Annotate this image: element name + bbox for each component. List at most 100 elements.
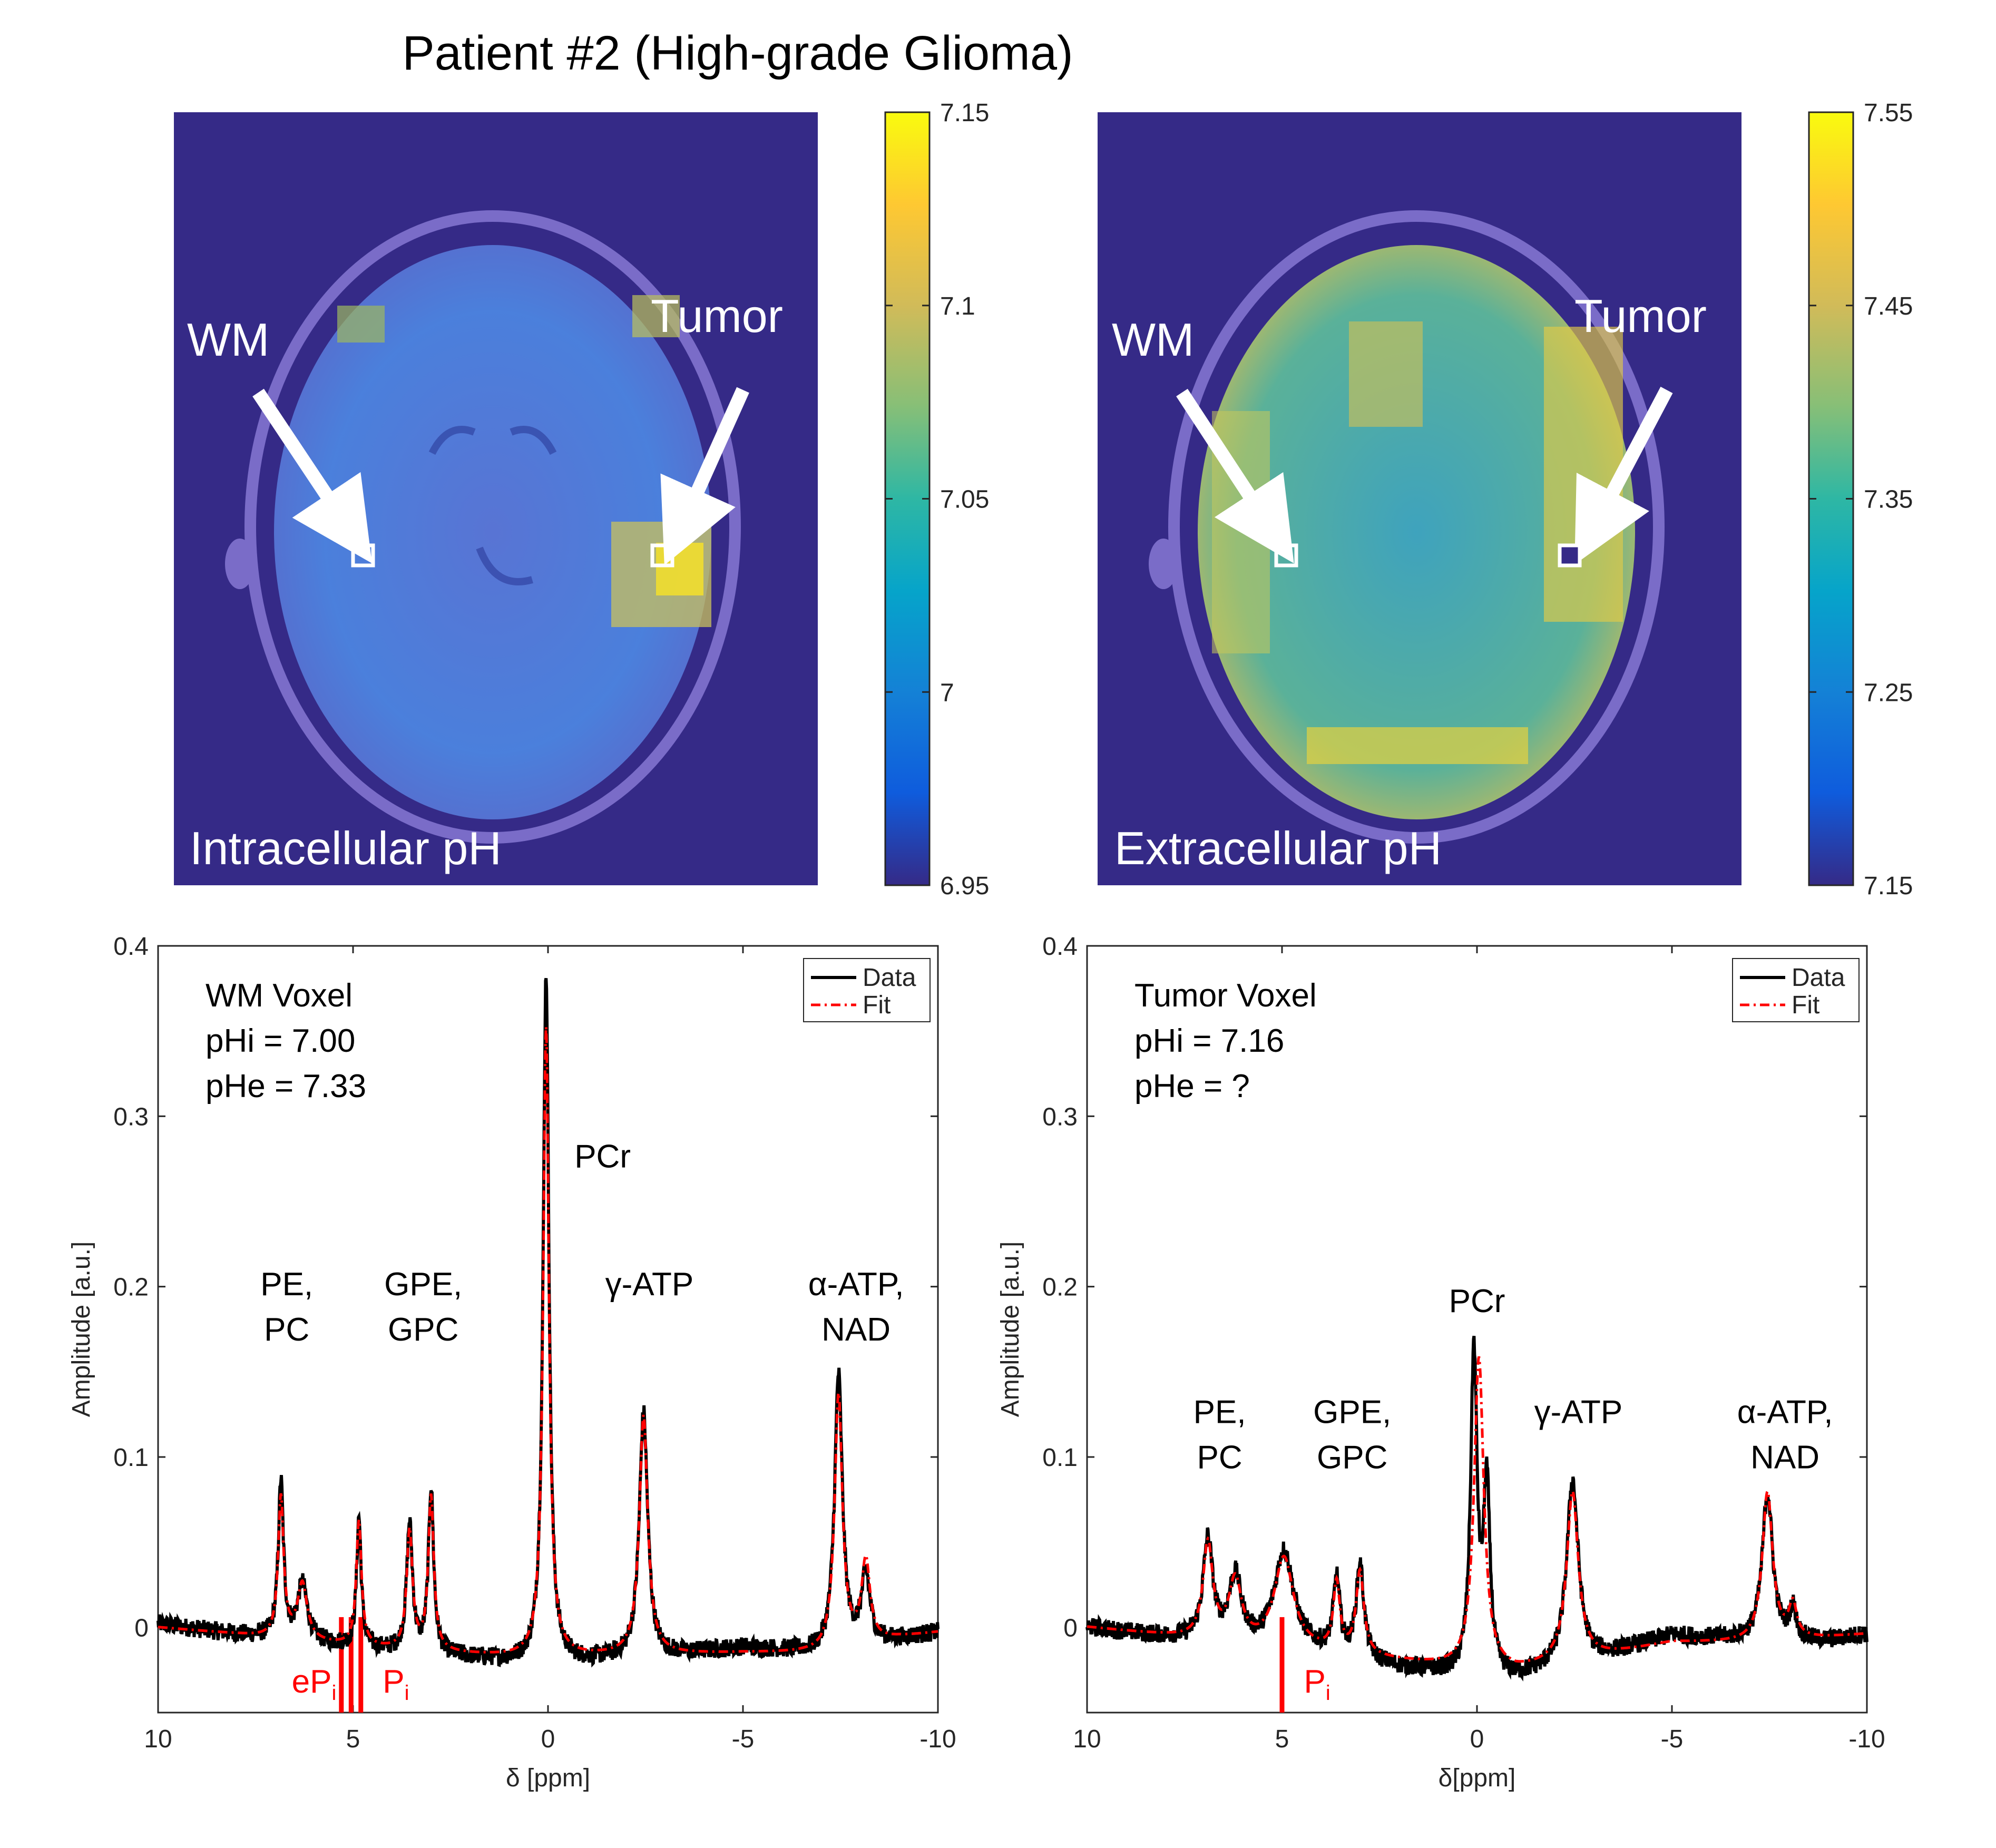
overlay-patch-frontal <box>1349 321 1423 427</box>
marker-label: ePi <box>292 1664 337 1705</box>
y-tick-label: 0.4 <box>1042 933 1078 961</box>
voxel-info-line: pHe = 7.33 <box>206 1068 366 1104</box>
colorbar-tick-label: 7.15 <box>940 99 989 127</box>
peak-label: GPC <box>1317 1439 1387 1475</box>
voxel-info-line: pHe = ? <box>1134 1068 1250 1104</box>
y-tick-label: 0.1 <box>113 1444 149 1472</box>
peak-label: PE, <box>260 1266 313 1303</box>
colorbar-tick-label: 7.1 <box>940 292 975 320</box>
wm-spectrum-plot: 10 5 0 -5 -10 0.4 0.3 0.2 0.1 0 δ [ppm] Amplitude [… <box>67 933 956 1792</box>
figure-title: Patient #2 (High-grade Glioma) <box>402 26 1073 80</box>
overlay-patch-right-rim <box>1544 327 1623 622</box>
map-label: Extracellular pH <box>1114 822 1442 874</box>
x-tick-label: -5 <box>1661 1725 1684 1753</box>
peak-label: GPE, <box>1313 1394 1391 1430</box>
ph-overlay <box>1198 245 1635 819</box>
tumor-voxel-box <box>650 543 674 568</box>
y-tick-label: 0 <box>1063 1614 1078 1642</box>
peak-label: γ-ATP <box>605 1266 694 1303</box>
legend-fit-label: Fit <box>1792 991 1819 1019</box>
x-tick-label: 10 <box>1073 1725 1101 1753</box>
peak-label: NAD <box>1750 1439 1819 1475</box>
series-fit-line <box>158 1026 938 1654</box>
voxel-info-line: pHi = 7.16 <box>1134 1023 1284 1059</box>
x-tick-label: 0 <box>541 1725 555 1753</box>
legend-data-label: Data <box>863 964 916 992</box>
x-tick-label: -10 <box>1848 1725 1885 1753</box>
ph-overlay <box>274 245 711 819</box>
left-colorbar: 7.15 7.1 7.05 7 6.95 <box>884 99 989 900</box>
right-colorbar: 7.55 7.45 7.35 7.25 7.15 <box>1808 99 1913 900</box>
legend-fit-label: Fit <box>863 991 891 1019</box>
y-tick-label: 0 <box>134 1614 149 1642</box>
ventricles-outline <box>428 426 557 585</box>
y-tick-label: 0.2 <box>113 1274 149 1302</box>
map-label: Intracellular pH <box>190 822 502 874</box>
peak-label: PC <box>264 1312 309 1348</box>
extracellular-ph-map: Extracellular pH WM Tumor <box>1098 112 1741 885</box>
colorbar-tick-label: 7.35 <box>1864 486 1913 514</box>
y-tick-label: 0.2 <box>1042 1274 1078 1302</box>
tumor-spectrum-plot: 10 5 0 -5 -10 0.4 0.3 0.2 0.1 0 δ[ppm] Amplitude [a… <box>996 933 1885 1792</box>
y-tick-label: 0.1 <box>1042 1444 1078 1472</box>
series-data-line <box>156 977 940 1668</box>
x-tick-label: -10 <box>919 1725 956 1753</box>
wm-label: WM <box>187 314 269 366</box>
x-axis-label: δ [ppm] <box>506 1764 590 1792</box>
overlay-patch-tumor-hot <box>656 543 703 595</box>
y-axis-label: Amplitude [a.u.] <box>67 1241 95 1417</box>
x-tick-label: 5 <box>346 1725 360 1753</box>
tumor-arrow <box>1574 386 1673 565</box>
overlay-patch-frontal-right <box>632 295 680 337</box>
tumor-arrow <box>660 387 749 565</box>
overlay-patch-bottom-rim <box>1307 727 1528 764</box>
colorbar-tick-label: 7.45 <box>1864 292 1913 320</box>
tumor-label: Tumor <box>1574 290 1707 342</box>
x-tick-label: -5 <box>732 1725 755 1753</box>
peak-label: α-ATP, <box>1737 1394 1833 1430</box>
voxel-info-line: pHi = 7.00 <box>206 1023 355 1059</box>
series-data-line <box>1085 1335 1868 1681</box>
legend-box <box>1732 958 1860 1022</box>
colorbar-tick-label: 6.95 <box>940 872 989 900</box>
y-tick-label: 0.3 <box>1042 1103 1078 1131</box>
y-axis-label: Amplitude [a.u.] <box>996 1241 1024 1417</box>
peak-label: γ-ATP <box>1534 1394 1623 1430</box>
overlay-patch-frontal <box>337 306 385 343</box>
colorbar-tick-label: 7.25 <box>1864 679 1913 707</box>
legend-data-label: Data <box>1792 964 1845 992</box>
wm-voxel-box <box>1274 543 1298 568</box>
colorbar-tick-label: 7 <box>940 679 954 707</box>
peak-label: GPC <box>388 1312 458 1348</box>
voxel-info-line: Tumor Voxel <box>1134 977 1317 1014</box>
tumor-label: Tumor <box>651 290 783 342</box>
intracellular-ph-map: Intracellular pH WM Tumor <box>174 112 818 885</box>
ear-blob <box>225 539 255 589</box>
colorbar-tick-label: 7.55 <box>1864 99 1913 127</box>
x-axis-label: δ[ppm] <box>1439 1764 1516 1792</box>
peak-label: PCr <box>1449 1283 1505 1319</box>
x-tick-label: 0 <box>1470 1725 1484 1753</box>
legend-box <box>803 958 931 1022</box>
x-tick-label: 5 <box>1275 1725 1289 1753</box>
peak-label: PCr <box>574 1138 631 1175</box>
x-tick-label: 10 <box>144 1725 172 1753</box>
wm-voxel-box <box>351 543 375 568</box>
ear-blob <box>1149 539 1178 589</box>
y-tick-label: 0.4 <box>113 933 149 961</box>
peak-label: PE, <box>1193 1394 1246 1430</box>
wm-label: WM <box>1112 314 1194 366</box>
peak-label: α-ATP, <box>808 1266 904 1303</box>
y-tick-label: 0.3 <box>113 1103 149 1131</box>
skull-outline <box>1168 210 1665 844</box>
wm-arrow <box>1176 388 1294 564</box>
peak-label: GPE, <box>384 1266 462 1303</box>
peak-label: NAD <box>821 1312 891 1348</box>
voxel-info-line: WM Voxel <box>206 977 353 1014</box>
tumor-voxel-box <box>1558 543 1582 568</box>
colorbar-tick-label: 7.05 <box>940 486 989 514</box>
colorbar-tick-label: 7.15 <box>1864 872 1913 900</box>
wm-arrow <box>252 388 372 563</box>
peak-label: PC <box>1197 1439 1242 1475</box>
